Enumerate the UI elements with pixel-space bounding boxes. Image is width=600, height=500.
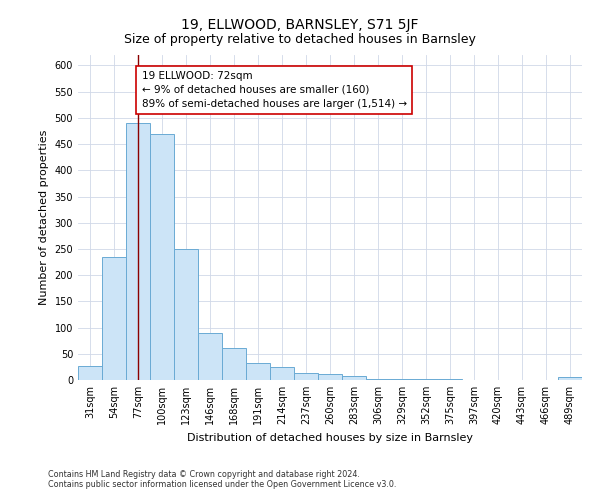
Bar	[222, 348, 246, 380]
Bar	[78, 366, 102, 380]
Bar	[342, 376, 366, 380]
Y-axis label: Number of detached properties: Number of detached properties	[39, 130, 49, 305]
Text: Contains HM Land Registry data © Crown copyright and database right 2024.
Contai: Contains HM Land Registry data © Crown c…	[48, 470, 397, 489]
Bar	[246, 362, 270, 380]
Bar	[270, 368, 294, 380]
Bar	[198, 333, 222, 380]
Bar	[558, 378, 582, 380]
X-axis label: Distribution of detached houses by size in Barnsley: Distribution of detached houses by size …	[187, 432, 473, 442]
Bar	[126, 123, 150, 380]
Bar	[366, 379, 390, 380]
Text: Size of property relative to detached houses in Barnsley: Size of property relative to detached ho…	[124, 32, 476, 46]
Bar	[150, 134, 174, 380]
Bar	[102, 257, 126, 380]
Bar	[174, 249, 198, 380]
Text: 19 ELLWOOD: 72sqm
← 9% of detached houses are smaller (160)
89% of semi-detached: 19 ELLWOOD: 72sqm ← 9% of detached house…	[142, 70, 407, 108]
Bar	[294, 372, 318, 380]
Bar	[318, 374, 342, 380]
Text: 19, ELLWOOD, BARNSLEY, S71 5JF: 19, ELLWOOD, BARNSLEY, S71 5JF	[181, 18, 419, 32]
